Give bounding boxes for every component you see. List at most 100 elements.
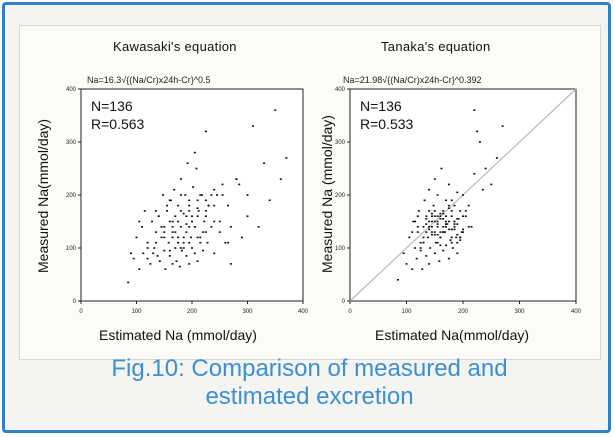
- data-point: [428, 228, 431, 231]
- data-point: [422, 226, 425, 228]
- data-point: [216, 194, 218, 196]
- data-point: [235, 178, 238, 180]
- data-point: [450, 210, 453, 212]
- data-point: [218, 231, 221, 233]
- data-point: [204, 215, 207, 217]
- data-point: [436, 215, 439, 217]
- x-tick-label: 300: [242, 309, 253, 315]
- data-point: [257, 226, 260, 228]
- data-point: [427, 236, 429, 239]
- data-point: [447, 228, 450, 231]
- data-point: [127, 281, 130, 284]
- data-point: [462, 215, 464, 217]
- data-point: [160, 226, 163, 228]
- data-point: [142, 252, 145, 255]
- data-point: [171, 231, 174, 233]
- data-point: [146, 247, 149, 249]
- data-point: [182, 247, 185, 249]
- data-point: [182, 241, 185, 244]
- data-point: [141, 226, 144, 228]
- data-point: [240, 236, 243, 239]
- data-point: [221, 183, 224, 186]
- data-point: [252, 125, 255, 127]
- data-point: [459, 236, 462, 239]
- data-point: [196, 215, 199, 217]
- data-point: [175, 260, 178, 262]
- data-point: [199, 236, 202, 239]
- data-point: [425, 255, 428, 257]
- data-point: [450, 228, 453, 231]
- data-point: [274, 109, 277, 111]
- data-point: [442, 218, 445, 220]
- x-tick-label: 100: [131, 309, 142, 315]
- left-chart-ylabel: Measured Na(mmol/day): [35, 118, 51, 273]
- data-point: [415, 257, 418, 260]
- data-point: [456, 252, 459, 255]
- data-point: [428, 188, 431, 191]
- data-point: [447, 257, 450, 260]
- data-point: [425, 215, 428, 217]
- data-point: [455, 236, 458, 239]
- data-point: [185, 215, 188, 217]
- data-point: [154, 210, 157, 212]
- data-point: [181, 249, 183, 252]
- x-tick-label: 200: [458, 309, 469, 315]
- figure-frame: Kawasaki's equation Na=16.3√{(Na/Cr)x24h…: [2, 2, 611, 433]
- data-point: [263, 162, 266, 164]
- data-point: [419, 241, 422, 244]
- data-point: [450, 215, 453, 217]
- data-point: [467, 204, 470, 207]
- data-point: [185, 223, 188, 225]
- data-point: [246, 194, 249, 196]
- data-point: [188, 210, 191, 212]
- data-point: [481, 188, 484, 191]
- data-point: [188, 263, 191, 265]
- data-point: [179, 226, 182, 228]
- data-point: [439, 231, 442, 233]
- data-point: [182, 236, 185, 239]
- data-point: [433, 220, 436, 223]
- data-point: [439, 244, 442, 247]
- left-chart-xlabel: Estimated Na (mmol/day): [99, 327, 257, 343]
- data-point: [130, 252, 132, 255]
- data-point: [450, 236, 453, 239]
- data-point: [204, 130, 207, 133]
- data-point: [447, 183, 450, 186]
- data-point: [430, 212, 433, 215]
- data-point: [199, 194, 202, 196]
- data-point: [456, 218, 459, 220]
- data-point: [464, 215, 467, 217]
- data-point: [476, 130, 479, 133]
- data-point: [433, 252, 436, 255]
- y-tick-label: 0: [73, 299, 77, 305]
- x-tick-label: 200: [187, 309, 198, 315]
- data-point: [439, 218, 442, 220]
- data-point: [430, 231, 433, 233]
- x-tick-label: 0: [348, 309, 352, 315]
- data-point: [447, 204, 450, 207]
- data-point: [428, 226, 431, 228]
- data-point: [428, 263, 431, 265]
- data-point: [152, 252, 155, 255]
- right-scatter-plot: 0 100 200 300 400 0 100 200 300 400 N=136 R=0.533: [335, 87, 582, 315]
- data-point: [157, 215, 160, 217]
- data-point: [490, 183, 493, 186]
- data-point: [185, 255, 188, 257]
- y-tick-label: 100: [66, 246, 77, 252]
- data-point: [195, 167, 198, 170]
- plot-area-box: [80, 88, 304, 302]
- data-point: [146, 257, 149, 260]
- data-point: [408, 236, 411, 239]
- data-point: [189, 236, 192, 239]
- data-point: [439, 215, 442, 217]
- data-point: [179, 194, 182, 196]
- data-point: [207, 204, 210, 207]
- data-point: [238, 183, 241, 186]
- data-point: [177, 220, 180, 223]
- data-point: [160, 236, 163, 239]
- left-chart-title: Kawasaki's equation: [113, 39, 237, 54]
- data-point: [459, 210, 462, 212]
- data-point: [149, 263, 152, 265]
- data-point: [402, 252, 405, 255]
- data-point: [285, 157, 288, 159]
